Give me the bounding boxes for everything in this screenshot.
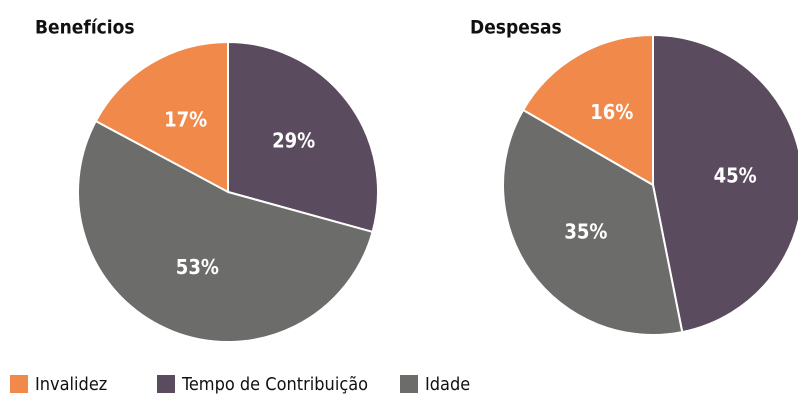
legend-label: Tempo de Contribuição	[181, 374, 368, 395]
slice-label: 53%	[176, 255, 219, 279]
legend-label: Invalidez	[35, 374, 107, 395]
pie-slice	[652, 33, 798, 334]
chart-title: Despesas	[470, 17, 562, 39]
legend-swatch	[400, 375, 418, 393]
slice-label: 29%	[272, 129, 315, 153]
pie-slice	[521, 33, 654, 187]
slice-label: 45%	[714, 163, 757, 187]
pie-slice	[94, 40, 229, 194]
pie-slice	[502, 108, 684, 336]
legend-swatch	[157, 375, 175, 393]
legend-swatch	[10, 375, 28, 393]
slice-label: 17%	[164, 108, 207, 132]
pie-slice	[227, 40, 379, 234]
legend-label: Idade	[425, 374, 470, 395]
pie-slice	[77, 119, 374, 343]
slice-label: 16%	[590, 100, 633, 124]
chart-title: Benefícios	[35, 17, 135, 39]
slice-label: 35%	[564, 220, 607, 244]
